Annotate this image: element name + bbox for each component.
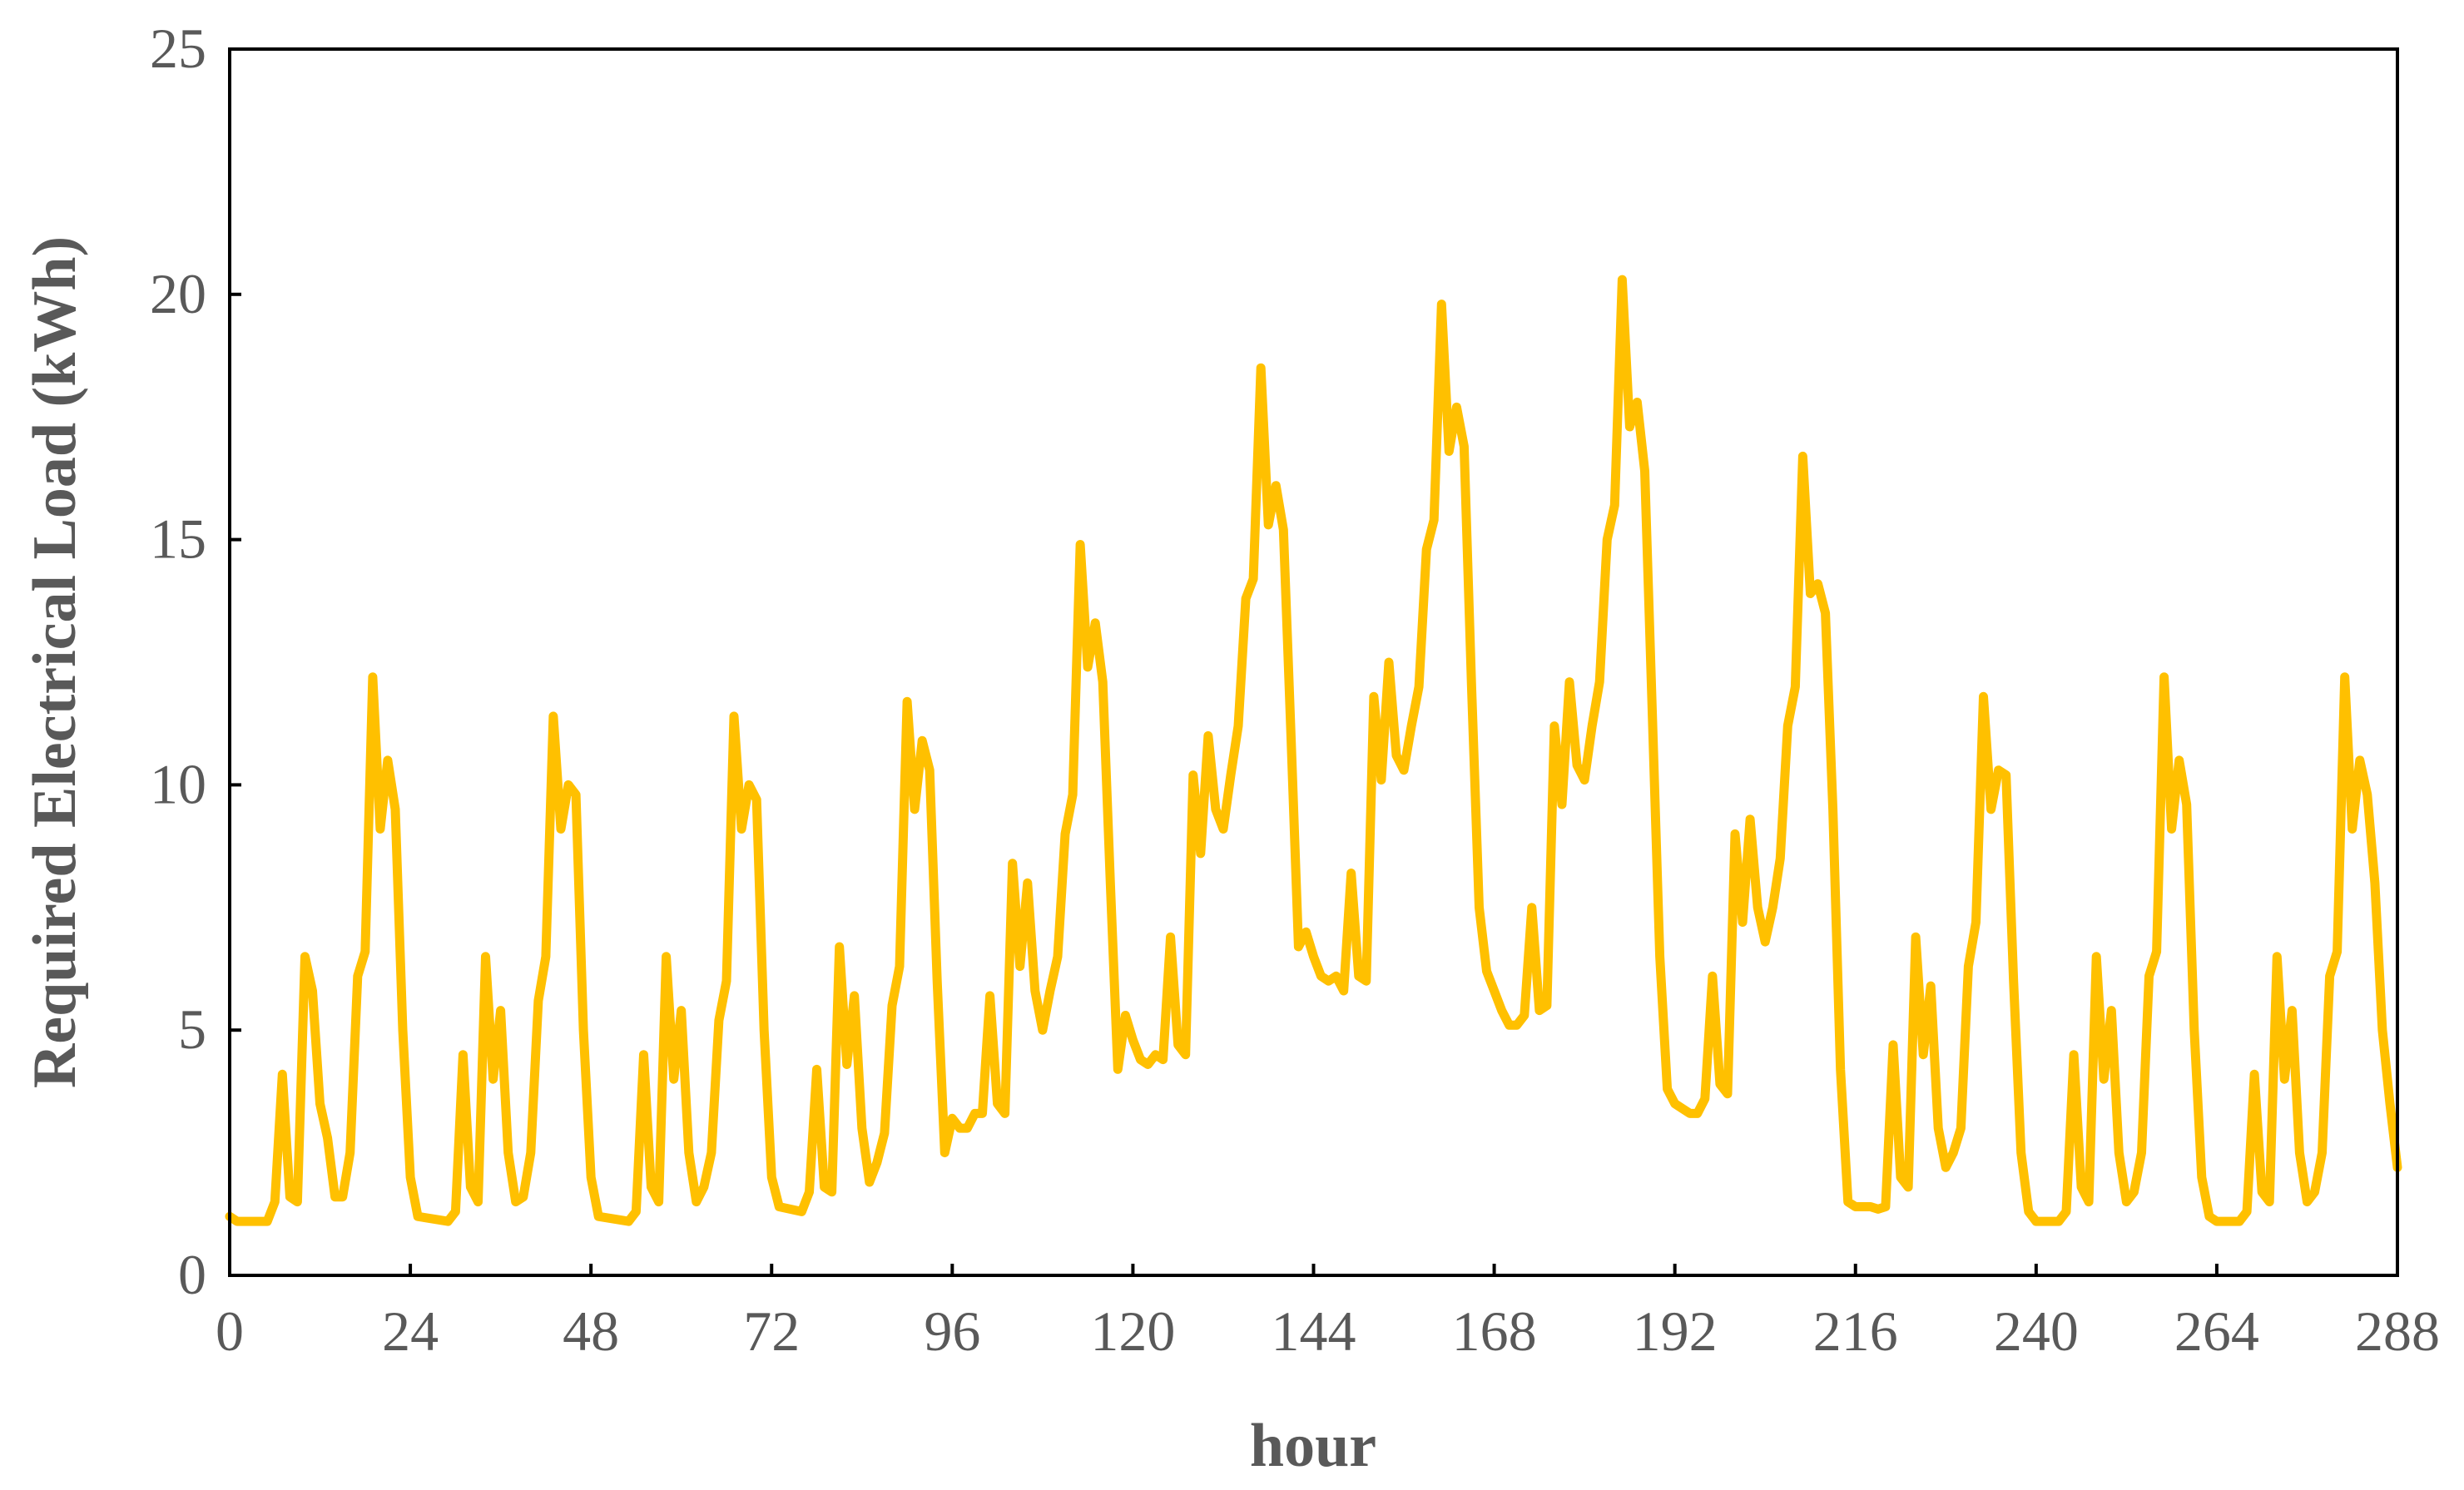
x-tick-label: 168 — [1452, 1299, 1537, 1363]
y-tick-label: 25 — [150, 17, 206, 80]
x-tick-label: 240 — [1994, 1299, 2079, 1363]
plot-frame — [228, 47, 2399, 1277]
x-tick-label: 48 — [563, 1299, 619, 1363]
x-tick-label: 264 — [2174, 1299, 2259, 1363]
y-axis-title: Required Electrical Load (kWh) — [21, 236, 89, 1088]
x-axis-title: hour — [1250, 1412, 1376, 1480]
y-tick-label: 20 — [150, 262, 206, 325]
x-tick-label: 192 — [1633, 1299, 1718, 1363]
x-tick-label: 96 — [924, 1299, 980, 1363]
y-tick-label: 10 — [150, 752, 206, 815]
y-tick-label: 15 — [150, 507, 206, 571]
x-tick-label: 72 — [743, 1299, 800, 1363]
y-tick-label: 5 — [178, 997, 206, 1061]
x-tick-label: 288 — [2355, 1299, 2440, 1363]
load-line — [225, 275, 2402, 1226]
x-tick-label: 144 — [1272, 1299, 1356, 1363]
x-tick-label: 216 — [1813, 1299, 1898, 1363]
x-tick-label: 0 — [216, 1299, 244, 1363]
y-tick-label: 0 — [178, 1243, 206, 1306]
x-tick-label: 24 — [382, 1299, 439, 1363]
x-tick-label: 120 — [1090, 1299, 1175, 1363]
